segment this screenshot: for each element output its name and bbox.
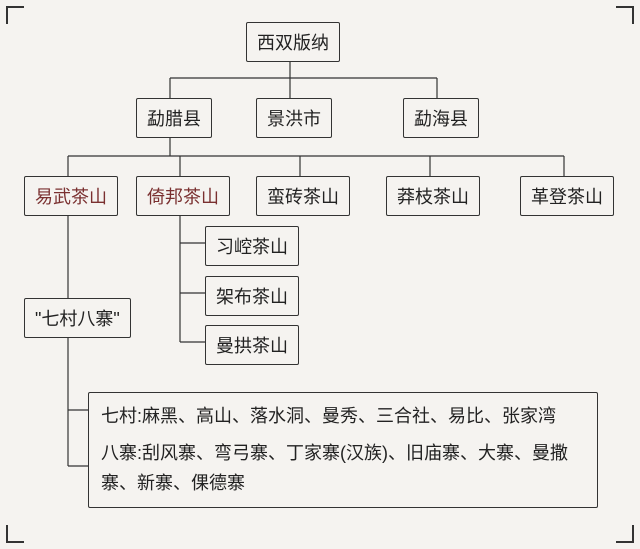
node-jiabu: 架布茶山 — [205, 276, 299, 316]
node-mangong: 曼拱茶山 — [205, 325, 299, 365]
node-yiwu: 易武茶山 — [24, 176, 118, 216]
node-manzhuan: 蛮砖茶山 — [256, 176, 350, 216]
node-gedeng: 革登茶山 — [520, 176, 614, 216]
node-xikong: 习崆茶山 — [205, 226, 299, 266]
corner-top-right — [616, 6, 634, 24]
detail-qicun: 七村:麻黑、高山、落水洞、曼秀、三合社、易比、张家湾 — [101, 401, 585, 432]
node-menghai: 勐海县 — [403, 98, 479, 138]
corner-top-left — [6, 6, 24, 24]
node-jinghong: 景洪市 — [256, 98, 332, 138]
corner-bottom-left — [6, 525, 24, 543]
node-root: 西双版纳 — [246, 22, 340, 62]
node-yibang: 倚邦茶山 — [136, 176, 230, 216]
node-mengla: 勐腊县 — [136, 98, 212, 138]
node-detail: 七村:麻黑、高山、落水洞、曼秀、三合社、易比、张家湾 八寨:刮风寨、弯弓寨、丁家… — [88, 392, 598, 508]
node-qicunbazhai: "七村八寨" — [24, 298, 131, 338]
node-mangzhi: 莽枝茶山 — [386, 176, 480, 216]
detail-bazhai: 八寨:刮风寨、弯弓寨、丁家寨(汉族)、旧庙寨、大寨、曼撒寨、新寨、倮德寨 — [101, 438, 585, 499]
corner-bottom-right — [616, 525, 634, 543]
